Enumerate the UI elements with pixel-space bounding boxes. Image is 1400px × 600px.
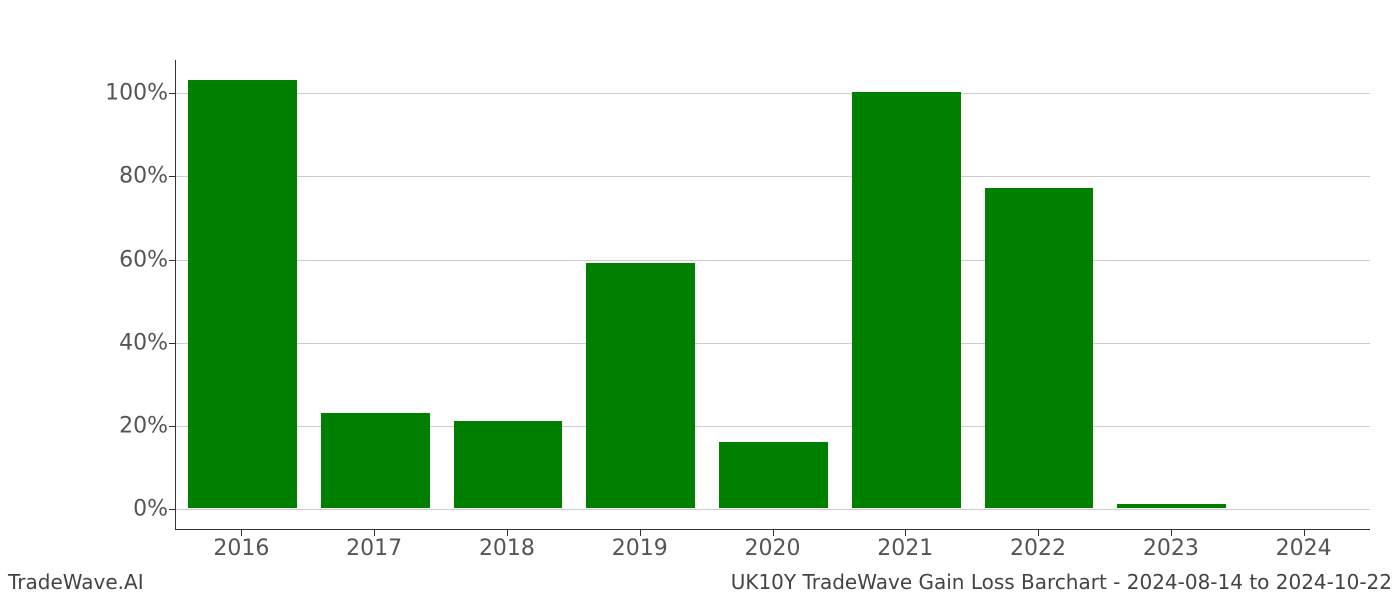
xtick-mark	[640, 530, 641, 536]
ytick-mark	[169, 343, 175, 344]
gridline	[176, 343, 1370, 344]
xtick-label: 2022	[1010, 536, 1066, 561]
ytick-label: 100%	[105, 81, 168, 106]
ytick-mark	[169, 176, 175, 177]
xtick-mark	[507, 530, 508, 536]
bar	[586, 263, 695, 508]
ytick-label: 80%	[119, 164, 168, 189]
ytick-mark	[169, 93, 175, 94]
xtick-label: 2021	[877, 536, 933, 561]
bar	[1117, 504, 1226, 508]
ytick-mark	[169, 509, 175, 510]
ytick-mark	[169, 260, 175, 261]
bar	[852, 92, 961, 508]
xtick-mark	[1304, 530, 1305, 536]
gridline	[176, 509, 1370, 510]
ytick-label: 40%	[119, 330, 168, 355]
ytick-mark	[169, 426, 175, 427]
ytick-label: 0%	[133, 497, 168, 522]
xtick-mark	[241, 530, 242, 536]
footer-caption: UK10Y TradeWave Gain Loss Barchart - 202…	[731, 570, 1392, 594]
ytick-label: 20%	[119, 414, 168, 439]
xtick-mark	[1038, 530, 1039, 536]
xtick-label: 2023	[1143, 536, 1199, 561]
bar	[188, 80, 297, 508]
gridline	[176, 176, 1370, 177]
xtick-label: 2019	[612, 536, 668, 561]
bar	[321, 413, 430, 509]
ytick-label: 60%	[119, 247, 168, 272]
footer-brand: TradeWave.AI	[8, 570, 144, 594]
xtick-label: 2017	[346, 536, 402, 561]
bar	[719, 442, 828, 509]
xtick-mark	[374, 530, 375, 536]
bar	[454, 421, 563, 508]
gridline	[176, 93, 1370, 94]
xtick-label: 2020	[745, 536, 801, 561]
chart-plot-area	[175, 60, 1370, 530]
xtick-label: 2016	[213, 536, 269, 561]
plot-frame	[175, 60, 1370, 530]
xtick-label: 2018	[479, 536, 535, 561]
gridline	[176, 260, 1370, 261]
xtick-mark	[1171, 530, 1172, 536]
xtick-label: 2024	[1276, 536, 1332, 561]
bar	[985, 188, 1094, 508]
xtick-mark	[773, 530, 774, 536]
xtick-mark	[905, 530, 906, 536]
